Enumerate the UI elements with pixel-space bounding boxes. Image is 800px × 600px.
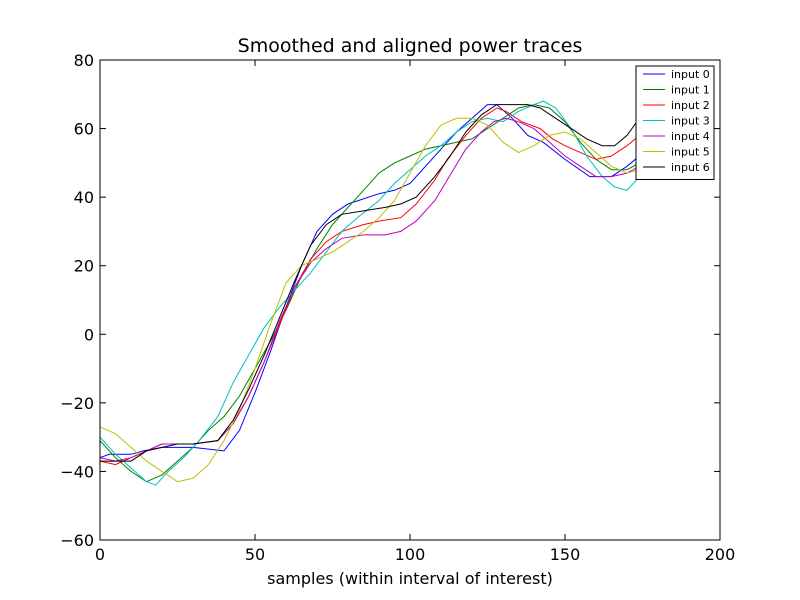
y-tick-label: 80 — [74, 51, 94, 70]
legend-label: input 5 — [671, 146, 710, 159]
y-tick-label: 60 — [74, 120, 94, 139]
x-tick-label: 200 — [705, 545, 736, 564]
y-tick-label: −60 — [60, 531, 94, 550]
legend-label: input 4 — [671, 130, 710, 143]
series-line-input-3 — [100, 100, 640, 486]
x-tick-label: 100 — [395, 545, 426, 564]
x-tick-label: 0 — [95, 545, 105, 564]
chart-title: Smoothed and aligned power traces — [238, 35, 583, 57]
x-tick-label: 50 — [245, 545, 265, 564]
legend-label: input 0 — [671, 68, 710, 81]
series-layer — [100, 100, 640, 486]
series-line-input-6 — [100, 104, 640, 462]
legend-label: input 3 — [671, 115, 710, 128]
legend-label: input 1 — [671, 84, 710, 97]
y-tick-label: 40 — [74, 188, 94, 207]
ticks-layer: 0 50 100 150 200 −60 −40 −20 0 20 40 60 80 — [60, 51, 735, 564]
legend-label: input 6 — [671, 161, 710, 174]
legend-label: input 2 — [671, 99, 710, 112]
series-line-input-5 — [100, 117, 640, 483]
legend-box — [635, 65, 715, 180]
y-tick-label: 0 — [84, 325, 94, 344]
y-tick-label: −40 — [60, 462, 94, 481]
y-tick-label: −20 — [60, 394, 94, 413]
x-axis-label: samples (within interval of interest) — [267, 569, 553, 588]
x-tick-label: 150 — [550, 545, 581, 564]
legend: input 0 input 1 input 2 input 3 input 4 input… — [635, 65, 715, 180]
plot-area — [100, 60, 720, 540]
y-tick-label: 20 — [74, 257, 94, 276]
